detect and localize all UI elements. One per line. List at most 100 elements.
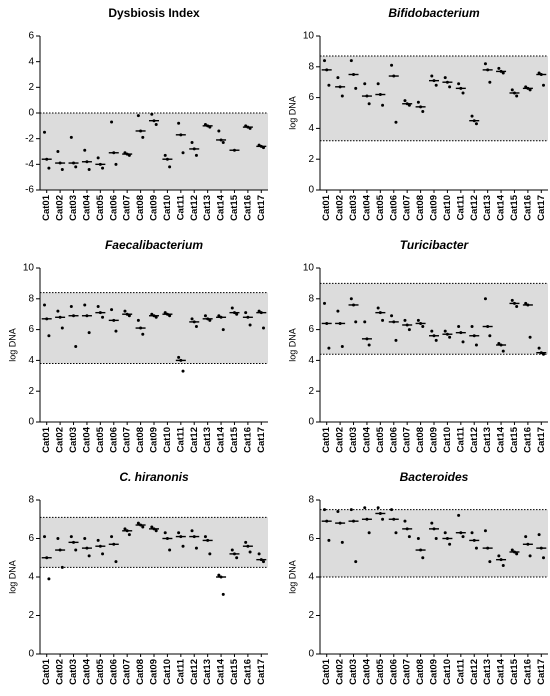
- x-tick-label: Cat04: [361, 194, 372, 221]
- x-tick-label: Cat17: [256, 427, 267, 453]
- x-tick-label: Cat06: [108, 427, 119, 453]
- x-tick-label: Cat01: [321, 658, 332, 685]
- x-tick-label: Cat06: [108, 195, 119, 221]
- data-point: [457, 82, 461, 86]
- data-point: [327, 83, 331, 87]
- x-tick-label: Cat09: [429, 659, 440, 685]
- x-tick-label: Cat14: [216, 426, 227, 453]
- x-tick-label: Cat08: [135, 195, 146, 221]
- x-tick-label: Cat03: [68, 195, 79, 221]
- data-point: [497, 66, 501, 70]
- data-point: [430, 521, 434, 525]
- x-tick-label: Cat15: [229, 194, 240, 221]
- data-point: [323, 59, 327, 63]
- data-point: [110, 535, 114, 539]
- data-point: [443, 531, 447, 535]
- data-point: [434, 83, 438, 87]
- data-point: [56, 309, 60, 313]
- data-point: [96, 305, 100, 308]
- x-tick-label: Cat08: [415, 195, 426, 221]
- data-point: [367, 102, 371, 106]
- data-point: [483, 297, 487, 301]
- data-point: [497, 554, 501, 558]
- data-point: [416, 318, 420, 322]
- x-tick-label: Cat13: [482, 427, 493, 453]
- data-point: [528, 554, 532, 558]
- data-point: [421, 109, 425, 113]
- data-point: [244, 311, 248, 315]
- data-point: [177, 121, 181, 125]
- data-point: [96, 538, 100, 542]
- x-tick-label: Cat05: [375, 194, 386, 221]
- data-point: [483, 529, 487, 533]
- data-point: [101, 315, 105, 319]
- x-tick-label: Cat10: [162, 195, 173, 221]
- x-tick-label: Cat13: [202, 659, 213, 685]
- data-point: [230, 306, 234, 310]
- data-point: [177, 531, 181, 535]
- data-point: [208, 318, 212, 322]
- data-point: [461, 535, 465, 539]
- data-point: [221, 328, 225, 332]
- panel: Dysbiosis Index -6 -4 -2 0 2 4 6 Cat01 Cat02 Cat03…: [25, 6, 268, 221]
- x-tick-label: Cat08: [135, 427, 146, 453]
- y-tick-label: 8: [28, 293, 34, 304]
- data-point: [190, 529, 194, 533]
- data-point: [407, 535, 411, 539]
- x-tick-label: Cat12: [469, 195, 480, 221]
- x-tick-label: Cat11: [455, 426, 466, 452]
- data-point: [114, 329, 118, 333]
- x-tick-label: Cat10: [162, 659, 173, 685]
- data-point: [403, 519, 407, 523]
- y-tick-label: 2: [28, 82, 34, 93]
- x-tick-label: Cat15: [229, 426, 240, 453]
- y-tick-label: 6: [28, 31, 34, 42]
- data-point: [141, 525, 145, 529]
- y-axis-label: log DNA: [287, 96, 297, 130]
- y-tick-label: 0: [28, 108, 34, 119]
- y-tick-label: 8: [308, 495, 314, 506]
- data-point: [461, 91, 465, 95]
- data-point: [457, 325, 461, 329]
- data-point: [110, 120, 114, 124]
- data-point: [515, 305, 519, 308]
- data-point: [235, 312, 239, 316]
- x-tick-label: Cat16: [522, 195, 533, 221]
- data-point: [416, 537, 420, 540]
- data-point: [181, 544, 185, 548]
- data-point: [43, 130, 47, 134]
- x-tick-label: Cat13: [202, 427, 213, 453]
- x-tick-label: Cat15: [229, 658, 240, 685]
- x-tick-label: Cat03: [348, 659, 359, 685]
- x-tick-label: Cat03: [68, 659, 79, 685]
- data-point: [96, 156, 100, 160]
- data-point: [150, 525, 154, 529]
- data-point: [501, 563, 505, 567]
- y-tick-label: 0: [308, 417, 314, 428]
- data-point: [381, 318, 385, 322]
- data-point: [327, 538, 331, 542]
- x-tick-label: Cat02: [335, 659, 346, 685]
- y-tick-label: 2: [308, 610, 314, 621]
- data-point: [190, 141, 194, 145]
- data-point: [537, 346, 541, 350]
- x-tick-label: Cat14: [496, 426, 507, 453]
- data-point: [123, 309, 127, 313]
- data-point: [349, 59, 353, 63]
- y-tick-label: 4: [308, 123, 314, 134]
- data-point: [524, 85, 528, 89]
- data-point: [208, 552, 212, 556]
- x-tick-label: Cat16: [242, 195, 253, 221]
- data-point: [434, 537, 438, 540]
- data-point: [74, 345, 78, 349]
- x-tick-label: Cat05: [375, 658, 386, 685]
- x-tick-label: Cat05: [95, 194, 106, 221]
- data-point: [340, 345, 344, 349]
- data-point: [43, 535, 47, 539]
- panel-title: C. hiranonis: [119, 470, 189, 484]
- data-point: [114, 560, 118, 564]
- x-tick-label: Cat04: [361, 658, 372, 685]
